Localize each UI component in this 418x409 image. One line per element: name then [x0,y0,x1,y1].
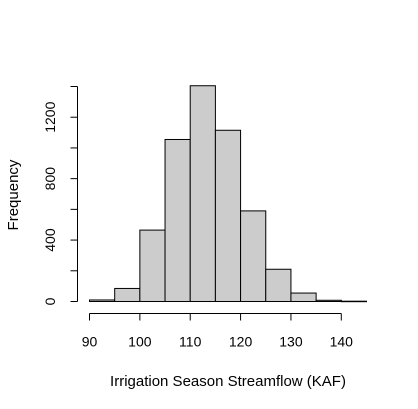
y-tick-label: 1200 [42,101,58,132]
x-tick-label: 90 [82,334,98,350]
y-tick-label: 400 [42,228,58,252]
histogram-bar [240,210,267,303]
x-tick-label: 120 [229,334,253,350]
histogram-bar [114,287,141,303]
histogram-bar [89,299,116,302]
histogram-bar [164,138,191,302]
histogram-bar [340,300,367,303]
x-ticks: 90 100 110 120 130 140 [82,313,354,350]
x-axis: 90 100 110 120 130 140 [82,313,354,350]
histogram-bar [315,299,342,303]
y-tick-label: 800 [42,167,58,191]
y-axis: 0 400 800 1200 [42,86,78,305]
x-tick-label: 100 [128,334,152,350]
histogram-bar [189,85,216,302]
histogram-bar [139,229,166,302]
y-ticks: 0 400 800 1200 [42,86,78,305]
x-tick-label: 110 [179,334,202,350]
y-tick-label: 0 [42,297,58,305]
histogram-bars [89,85,367,303]
x-tick-label: 140 [330,334,354,350]
histogram-bar [214,129,242,302]
histogram-bar [290,292,317,302]
x-tick-label: 130 [279,334,303,350]
x-axis-title: Irrigation Season Streamflow (KAF) [110,373,346,390]
y-axis-title: Frequency [5,159,22,230]
histogram-bar [265,268,292,303]
